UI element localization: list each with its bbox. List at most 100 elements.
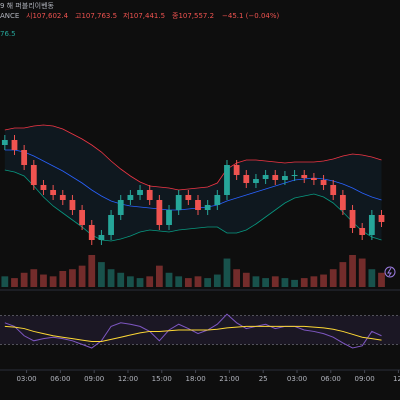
candle-body: [175, 195, 182, 210]
ohlc-low: 저107,441.5: [123, 11, 165, 20]
volume-bar: [49, 276, 57, 287]
event-icon[interactable]: [384, 266, 396, 278]
volume-bar: [329, 269, 337, 287]
volume-bar: [30, 269, 38, 287]
ohlc-open: 시107,602.4: [26, 12, 69, 20]
volume-bar: [146, 276, 154, 287]
band-fill: [4, 125, 382, 241]
volume-bar: [78, 265, 86, 287]
candle-body: [204, 205, 211, 210]
band-line: [4, 124, 382, 191]
volume-bar: [155, 265, 163, 287]
candle-body: [59, 195, 66, 200]
candle-body: [166, 210, 172, 225]
candle-body: [368, 215, 375, 235]
candle-body: [272, 175, 279, 180]
candle-body: [156, 200, 163, 225]
ohlc-close: 종107,557.2: [172, 12, 214, 20]
candle-body: [349, 210, 356, 228]
candle-body: [301, 175, 308, 178]
x-tick-label: 18:00: [185, 375, 205, 383]
volume-bar: [262, 278, 269, 287]
candle-body: [243, 175, 250, 183]
rsi-ma-line: [4, 325, 382, 343]
candle-body: [320, 180, 327, 185]
volume-bar: [271, 276, 279, 287]
volume-bar: [213, 274, 221, 287]
volume-bar: [11, 278, 18, 287]
x-tick-label: 03:00: [16, 375, 36, 383]
candle-body: [262, 175, 269, 179]
volume-bar: [69, 269, 76, 287]
x-tick-label: 09:00: [355, 375, 375, 383]
x-tick-label: 09:00: [84, 375, 104, 383]
candle-body: [69, 200, 76, 210]
volume-bar: [107, 269, 115, 287]
volume-bar: [320, 274, 327, 287]
candle-body: [30, 165, 37, 185]
candle-body: [11, 140, 18, 150]
candle-body: [378, 215, 385, 222]
candle-body: [214, 195, 221, 205]
event-bolt: [387, 267, 392, 277]
candle-body: [21, 150, 28, 165]
volume-bar: [165, 272, 173, 287]
volume-bar: [20, 272, 28, 287]
x-tick-label: 12: [393, 375, 400, 383]
candle-body: [1, 140, 8, 145]
volume-bar: [98, 262, 105, 287]
band-line: [4, 149, 382, 211]
volume-bar: [1, 276, 9, 287]
candle-body: [195, 200, 201, 210]
volume-bar: [136, 278, 144, 287]
x-tick-label: 06:00: [50, 375, 70, 383]
volume-bar: [40, 274, 47, 287]
volume-bar: [300, 278, 308, 287]
candle-body: [40, 185, 47, 190]
candle-body: [127, 195, 134, 200]
candle-body: [88, 225, 95, 240]
volume-bar: [204, 278, 212, 287]
x-tick-label: 21:00: [219, 375, 239, 383]
volume-bar: [117, 272, 125, 287]
x-tick-label: 06:00: [321, 375, 341, 383]
x-tick-label: 15:00: [152, 375, 172, 383]
candle-body: [291, 175, 298, 176]
candle-body: [359, 228, 366, 235]
volume-bar: [368, 269, 376, 287]
volume-bar: [378, 272, 385, 287]
volume-bar: [223, 258, 231, 287]
candle-body: [108, 215, 114, 235]
volume-bar: [242, 272, 250, 287]
candle-body: [50, 190, 57, 195]
indicator-value: 76.5: [0, 30, 16, 38]
volume-bar: [358, 258, 366, 287]
x-tick-label: 03:00: [287, 375, 307, 383]
candle-body: [339, 195, 346, 210]
exchange: ANCE: [0, 12, 19, 20]
volume-bar: [310, 276, 318, 287]
rsi-line: [4, 313, 382, 349]
volume-bar: [233, 269, 241, 287]
candle-body: [282, 176, 288, 180]
candle-body: [224, 165, 230, 195]
x-tick-label: 25: [259, 375, 268, 383]
volume-bar: [184, 278, 192, 287]
candle-body: [185, 195, 192, 200]
ohlc-change: −45.1 (−0.04%): [222, 12, 280, 20]
volume-bar: [291, 279, 298, 287]
x-tick-label: 12:00: [118, 375, 138, 383]
volume-bar: [349, 255, 356, 287]
volume-bar: [339, 262, 347, 287]
volume-bar: [59, 271, 67, 287]
volume-bar: [281, 278, 289, 287]
candle-body: [137, 190, 143, 195]
symbol-line: 9 해 퍼블리이벤동: [0, 1, 55, 10]
volume-bar: [194, 276, 202, 287]
candle-body: [98, 235, 105, 240]
volume-bar: [127, 276, 134, 287]
candle-body: [253, 179, 259, 183]
candle-body: [117, 200, 124, 215]
ohlc-high: 고107,763.5: [75, 12, 117, 20]
